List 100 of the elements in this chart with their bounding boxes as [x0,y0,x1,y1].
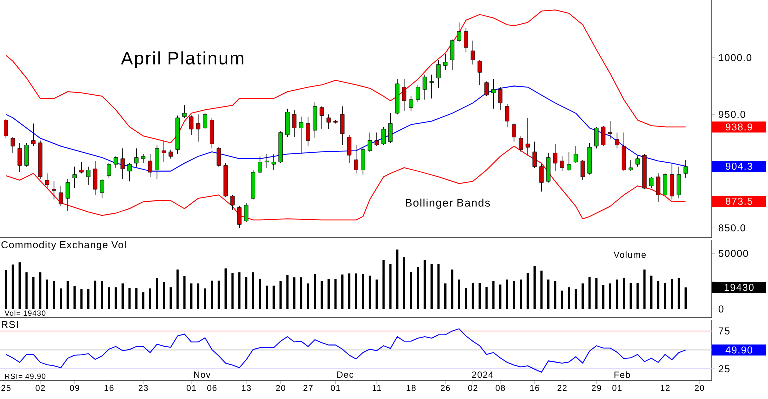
bar [430,264,433,310]
candlestick [443,54,448,71]
candlestick [210,118,214,150]
candlestick [93,160,98,196]
annotation: Feb [614,372,630,378]
bar [382,260,385,310]
bar [684,288,688,310]
bar [417,267,420,310]
bar [53,281,56,310]
y-tick-label: 50000 [718,250,748,258]
x-tick-label: 22 [558,385,567,392]
bar [218,280,220,310]
candlestick [574,146,578,164]
bar [46,280,48,310]
bar [272,286,276,310]
candlestick [615,132,620,150]
bar [540,270,543,310]
bar [314,274,316,310]
candlestick [155,144,160,180]
bar [547,280,550,310]
bar [568,288,570,310]
bar [362,274,364,310]
bar [424,260,426,310]
bar [190,284,193,310]
y-tick-label: 1000.0 [719,54,752,62]
bar [60,288,62,310]
x-tick-label: 01 [612,385,622,392]
candlestick [388,113,393,144]
candlestick [382,126,386,146]
bar [12,264,14,310]
bar [410,272,412,310]
candlestick [354,144,358,174]
bar [266,286,268,310]
candlestick [292,110,297,138]
candlestick [402,79,407,112]
x-tick-label: 02 [36,385,46,392]
candlestick [594,126,599,150]
x-tick-label: 11 [372,385,382,392]
bar [39,272,42,310]
bar [561,290,564,310]
bar [465,288,468,310]
bar [66,281,70,310]
candlestick [326,114,332,130]
candlestick [45,173,50,189]
candlestick [313,102,318,139]
bar [438,264,440,310]
bar [197,284,200,310]
bar [74,286,76,310]
candlestick [148,154,152,178]
candlestick [306,116,310,147]
chart-title: RSI [2,321,18,328]
candlestick [320,106,324,130]
bar [286,275,289,310]
y-tick-label: 0 [718,306,724,313]
bar [472,283,474,310]
candlestick [52,181,56,200]
bar [114,288,118,310]
candlestick [526,118,530,156]
bar [94,280,97,310]
candlestick [368,132,372,152]
candlestick [272,154,276,171]
candlestick [134,148,139,168]
candlestick [436,60,441,89]
bar [506,280,508,310]
candlestick [189,115,194,136]
bar [657,281,660,310]
candlestick [567,152,572,172]
candlestick [430,74,434,100]
y-tick-label: 850.0 [718,224,746,232]
x-tick-label: 23 [138,385,148,392]
bar [664,283,666,310]
bar [396,250,399,310]
candlestick [470,40,476,66]
bar [156,278,158,310]
bar [644,270,646,310]
bar [671,279,674,310]
bar [478,283,482,310]
candlestick [601,126,606,147]
x-tick-label: 27 [304,385,313,392]
bar [252,272,254,310]
x-tick-label: 29 [592,385,602,392]
x-tick-label: 18 [406,385,416,392]
bar [101,281,104,310]
bar [534,266,536,310]
bar [328,279,330,310]
bar [596,278,598,310]
candlestick [560,156,564,172]
candlestick [258,156,262,174]
bar [32,277,35,310]
bar [368,276,372,310]
x-tick-label: 12 [660,385,670,392]
candlestick [120,148,126,180]
candlestick [450,39,455,71]
candlestick [457,22,462,42]
bar [390,264,392,310]
bar [342,274,344,310]
bar [224,268,227,310]
bar [163,282,166,310]
bar [574,289,578,310]
annotation: Volume [614,252,646,258]
